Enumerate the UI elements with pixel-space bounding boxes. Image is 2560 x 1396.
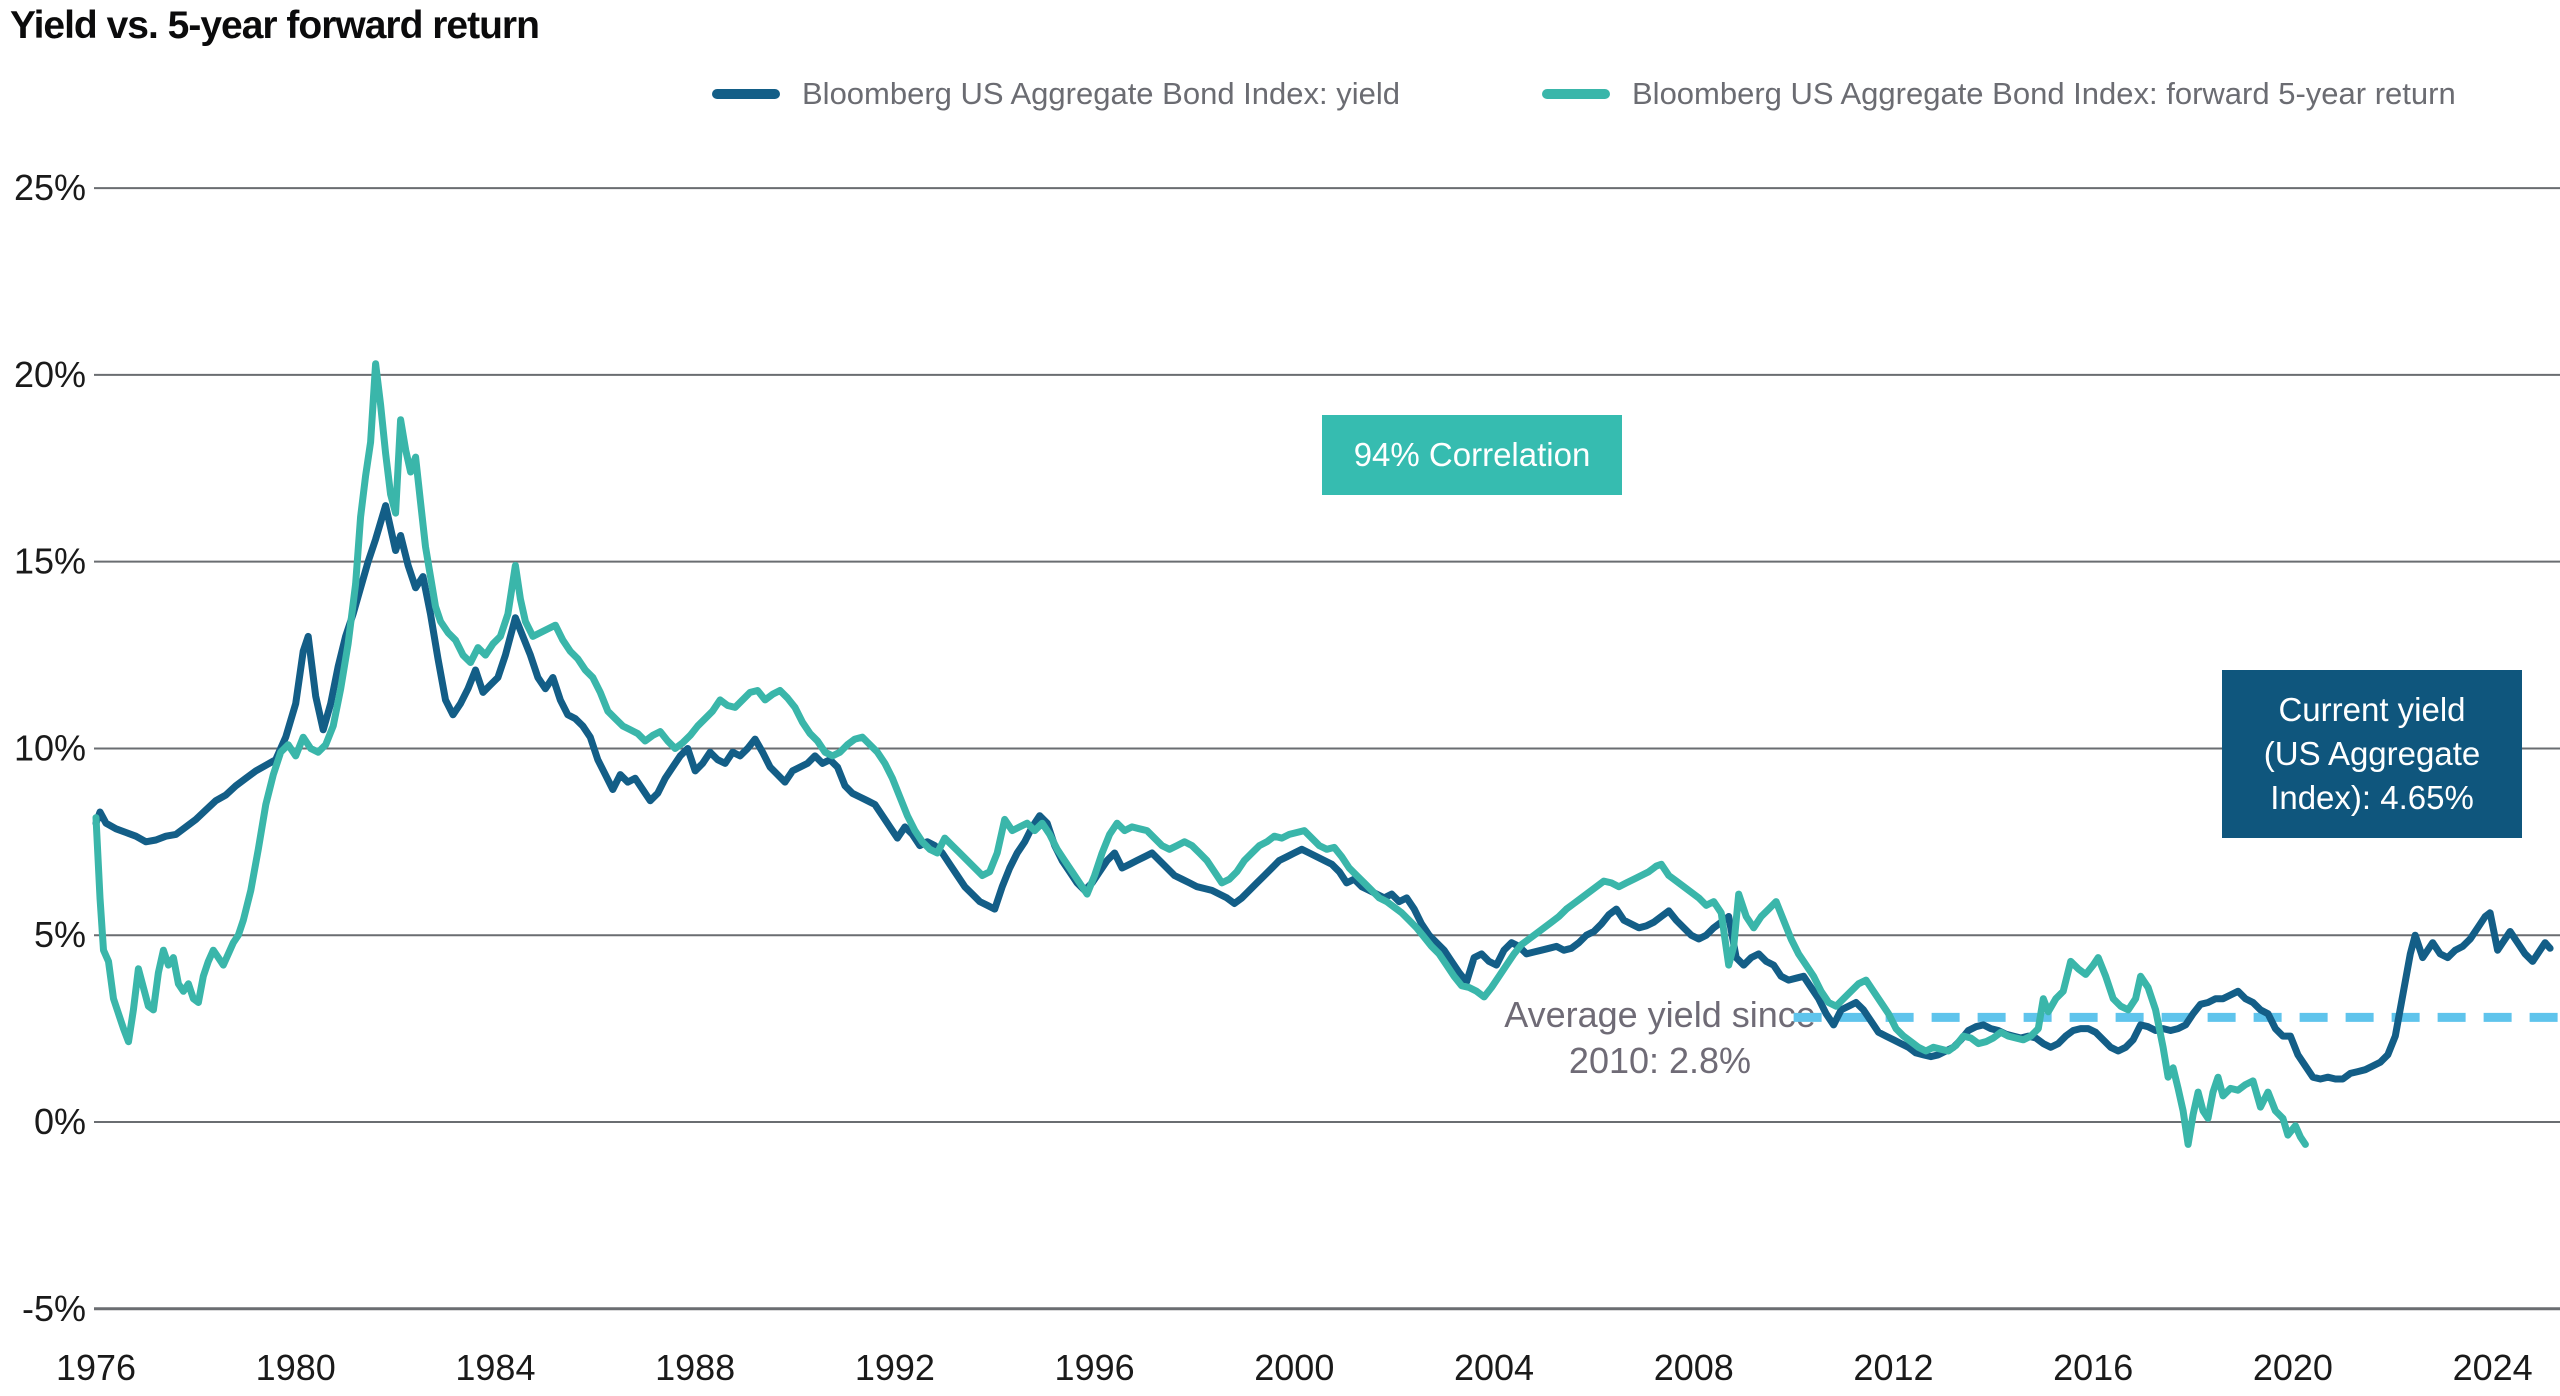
x-tick-label: 1996	[1055, 1347, 1135, 1388]
y-tick-label: 25%	[14, 167, 86, 208]
legend-swatch-yield-icon	[712, 89, 780, 99]
legend-label-yield: Bloomberg US Aggregate Bond Index: yield	[802, 76, 1400, 111]
legend-swatch-forward-return-icon	[1542, 89, 1610, 99]
average-yield-annotation-line2: 2010: 2.8%	[1568, 1040, 1752, 1081]
average-yield-annotation: Average yield since 2010: 2.8%	[1430, 992, 1890, 1084]
x-tick-label: 1984	[455, 1347, 535, 1388]
legend-label-forward-return: Bloomberg US Aggregate Bond Index: forwa…	[1632, 76, 2456, 111]
x-tick-label: 2024	[2453, 1347, 2533, 1388]
correlation-badge: 94% Correlation	[1322, 415, 1622, 495]
y-tick-label: -5%	[22, 1288, 86, 1329]
series-path-yield	[92, 502, 2554, 1083]
current-yield-badge-line1: Current yield	[2278, 691, 2466, 728]
x-tick-label: 1976	[56, 1347, 136, 1388]
x-tick-label: 2004	[1454, 1347, 1534, 1388]
x-tick-label: 2020	[2253, 1347, 2333, 1388]
x-tick-label: 2012	[1853, 1347, 1933, 1388]
current-yield-badge: Current yield (US Aggregate Index): 4.65…	[2222, 670, 2522, 838]
y-tick-label: 15%	[14, 541, 86, 582]
legend-item-yield: Bloomberg US Aggregate Bond Index: yield	[712, 76, 1400, 112]
legend-item-forward-return: Bloomberg US Aggregate Bond Index: forwa…	[1542, 76, 2456, 112]
y-tick-label: 20%	[14, 354, 86, 395]
current-yield-badge-line3: Index): 4.65%	[2270, 779, 2474, 816]
y-tick-label: 5%	[34, 914, 86, 955]
y-tick-label: 10%	[14, 727, 86, 768]
y-tick-label: 0%	[34, 1101, 86, 1142]
page-title: Yield vs. 5-year forward return	[10, 4, 540, 47]
current-yield-badge-line2: (US Aggregate	[2263, 735, 2481, 772]
x-tick-label: 1988	[655, 1347, 735, 1388]
correlation-badge-text: 94% Correlation	[1353, 436, 1591, 473]
series-path-forward-return	[92, 360, 2309, 1148]
x-tick-label: 1992	[855, 1347, 935, 1388]
average-yield-annotation-line1: Average yield since	[1504, 994, 1816, 1035]
x-tick-label: 2008	[1654, 1347, 1734, 1388]
x-tick-label: 2000	[1254, 1347, 1334, 1388]
x-tick-label: 1980	[256, 1347, 336, 1388]
x-tick-label: 2016	[2053, 1347, 2133, 1388]
